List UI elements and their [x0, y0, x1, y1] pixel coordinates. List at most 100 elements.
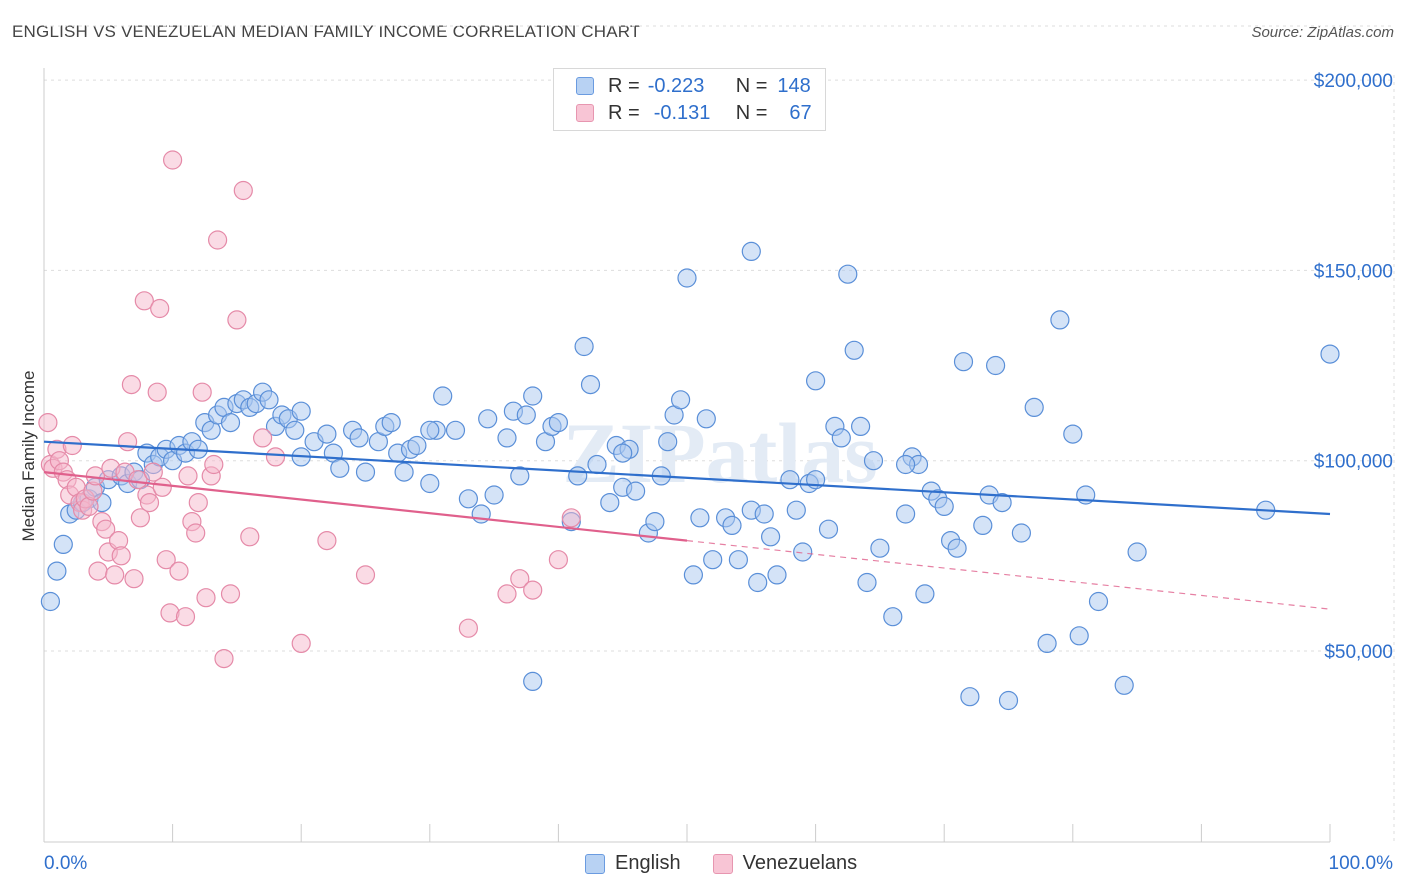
english-point-63 [510, 466, 530, 486]
english-point-136 [1088, 591, 1109, 612]
english-point-44 [349, 428, 369, 448]
english-point-60 [484, 485, 504, 505]
venezuelans-point-65 [548, 550, 569, 570]
english-legend-swatch [585, 853, 605, 874]
venezuelans-point-50 [208, 230, 228, 250]
english-point-59 [478, 409, 498, 429]
venezuelans-point-39 [163, 150, 183, 170]
english-point-124 [973, 515, 993, 536]
venezuelans-point-55 [240, 527, 260, 547]
english-point-0 [40, 591, 61, 612]
english-legend-label: English [615, 852, 681, 874]
english-point-110 [863, 451, 884, 471]
english-point-119 [934, 496, 954, 516]
venezuelans-point-54 [233, 180, 253, 201]
venezuelans-point-52 [220, 584, 241, 604]
venezuelans-point-56 [253, 428, 273, 448]
venezuelans-n-value: 67 [789, 101, 812, 124]
venezuelans-swatch [576, 104, 594, 122]
english-point-65 [523, 386, 543, 406]
english-point-70 [568, 466, 588, 486]
english-point-64 [516, 405, 536, 425]
venezuelans-point-61 [458, 618, 478, 638]
english-point-113 [895, 504, 916, 524]
english-point-98 [780, 470, 800, 490]
legend-item-english[interactable]: English [585, 852, 681, 875]
venezuelans-point-44 [186, 523, 206, 543]
venezuelans-trend-dashed [686, 540, 1331, 610]
english-point-56 [445, 420, 466, 440]
english-point-91 [722, 515, 742, 536]
english-point-116 [915, 584, 935, 604]
english-point-100 [793, 542, 813, 562]
x-tick-label-1: 100.0% [1329, 853, 1394, 874]
venezuelans-point-41 [175, 607, 196, 627]
english-point-132 [1050, 310, 1070, 330]
english-point-40 [317, 424, 337, 444]
english-point-142 [523, 671, 543, 692]
english-point-145 [420, 420, 440, 440]
english-point-68 [548, 413, 569, 433]
english-point-108 [850, 416, 871, 436]
english-point-128 [998, 690, 1019, 711]
venezuelans-point-26 [121, 375, 141, 395]
venezuelans-point-63 [510, 569, 530, 589]
english-point-97 [767, 565, 787, 585]
english-point-133 [1063, 424, 1083, 444]
english-point-80 [645, 511, 665, 532]
english-point-121 [947, 538, 967, 558]
english-point-131 [1037, 633, 1057, 654]
english-point-89 [703, 550, 723, 570]
english-point-129 [1011, 523, 1032, 543]
english-point-112 [883, 607, 903, 627]
venezuelans-point-59 [317, 530, 337, 551]
venezuelans-point-32 [139, 493, 160, 513]
english-point-107 [844, 340, 864, 360]
venezuelans-legend-label: Venezuelans [742, 852, 858, 874]
english-point-94 [748, 572, 768, 593]
english-point-45 [355, 462, 376, 482]
english-point-1 [47, 561, 67, 581]
venezuelans-point-62 [497, 584, 517, 604]
legend-row-english: R = -0.223 N = 148 [576, 73, 811, 99]
english-point-2 [53, 534, 73, 555]
venezuelans-point-46 [192, 382, 212, 402]
venezuelans-point-49 [204, 454, 224, 475]
y-tick-label-3: $200,000 [1314, 71, 1393, 92]
english-point-78 [625, 481, 646, 501]
venezuelans-point-58 [291, 633, 311, 654]
legend-item-venezuelans[interactable]: Venezuelans [712, 852, 858, 875]
english-point-127 [992, 493, 1012, 513]
english-point-95 [754, 504, 774, 524]
venezuelans-point-0 [38, 413, 58, 433]
english-point-48 [381, 413, 401, 433]
chart-title: ENGLISH VS VENEZUELAN MEDIAN FAMILY INCO… [12, 22, 641, 41]
english-point-27 [220, 413, 241, 433]
venezuelans-point-45 [188, 493, 208, 513]
english-point-72 [580, 375, 601, 395]
venezuelans-point-51 [214, 648, 234, 669]
venezuelans-point-30 [134, 291, 154, 311]
english-point-52 [407, 435, 427, 456]
english-point-33 [259, 390, 279, 410]
english-point-130 [1024, 397, 1044, 417]
venezuelans-point-16 [88, 561, 108, 581]
venezuelans-point-57 [265, 447, 286, 467]
english-point-143 [895, 454, 916, 475]
venezuelans-r-value: -0.131 [653, 101, 711, 124]
english-point-138 [1127, 542, 1147, 562]
venezuelans-point-40 [169, 561, 189, 581]
english-point-86 [683, 565, 704, 585]
english-point-126 [985, 355, 1006, 376]
english-point-109 [857, 572, 877, 593]
chart-source: Source: ZipAtlas.com [1251, 24, 1394, 41]
correlation-legend: R = -0.223 N = 148 R = -0.131 N = 67 [553, 68, 826, 131]
venezuelans-point-28 [128, 470, 148, 490]
venezuelans-r-label: R = [608, 101, 640, 124]
venezuelans-point-47 [196, 588, 216, 608]
venezuelans-point-53 [227, 310, 247, 330]
english-point-96 [760, 527, 781, 547]
venezuelans-point-42 [178, 466, 198, 486]
english-r-label: R = [608, 74, 640, 97]
